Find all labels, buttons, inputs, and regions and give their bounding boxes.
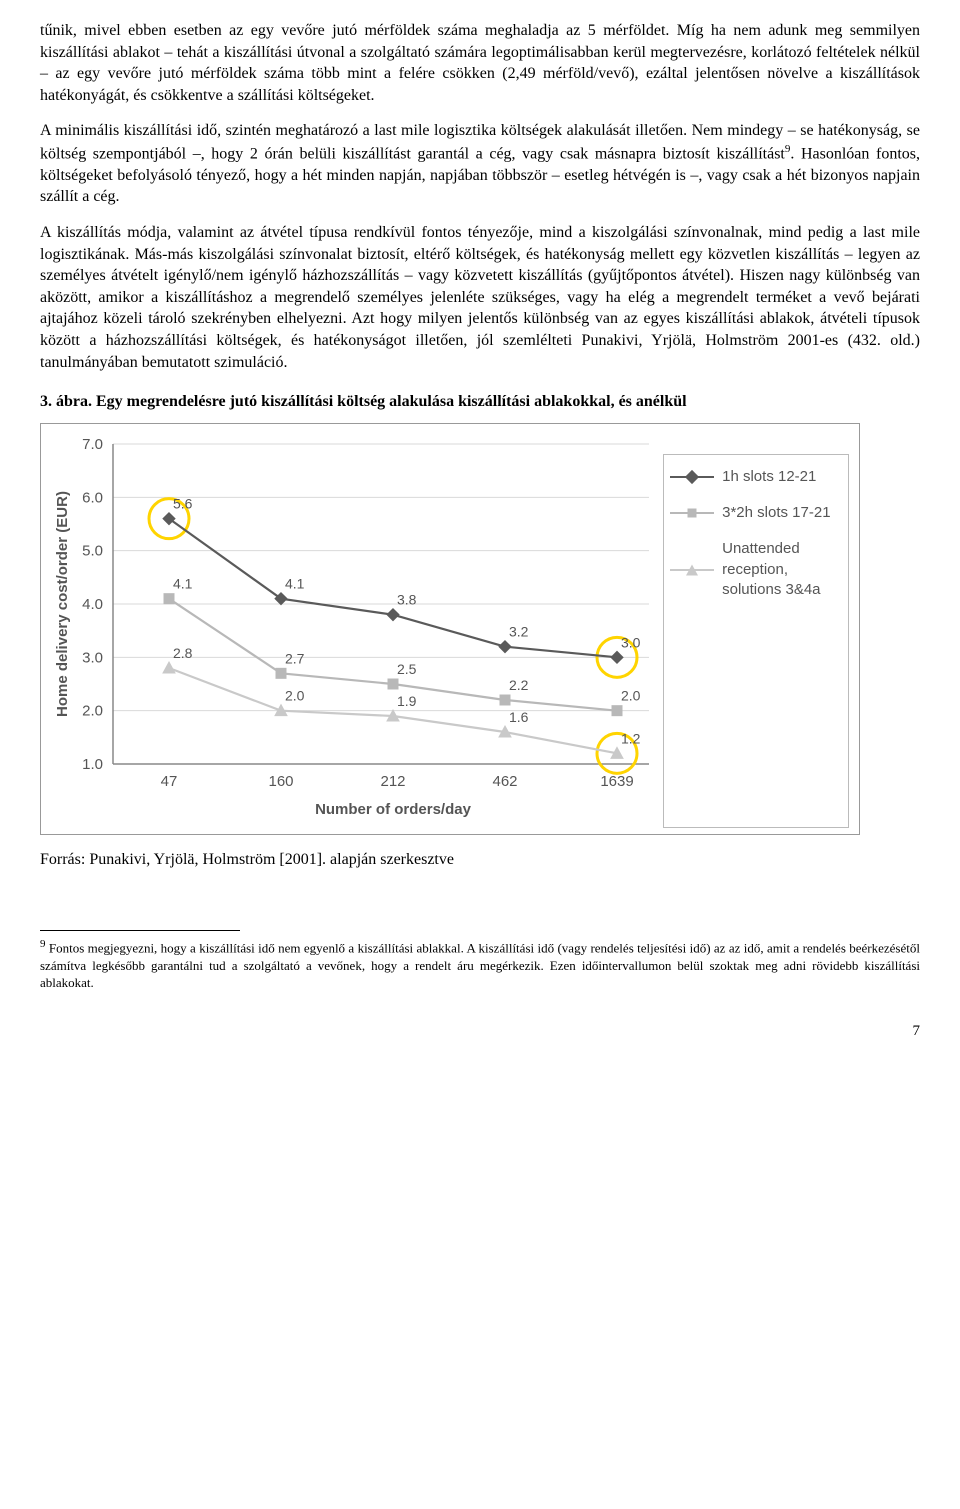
svg-text:5.6: 5.6	[173, 495, 193, 511]
svg-text:212: 212	[380, 773, 405, 790]
legend-item: 3*2h slots 17-21	[670, 503, 842, 523]
svg-text:3.8: 3.8	[397, 591, 417, 607]
svg-text:1.9: 1.9	[397, 693, 417, 709]
figure-title: 3. ábra. Egy megrendelésre jutó kiszállí…	[40, 391, 920, 413]
svg-text:4.0: 4.0	[82, 596, 103, 613]
paragraph-1: tűnik, mivel ebben esetben az egy vevőre…	[40, 20, 920, 106]
paragraph-3: A kiszállítás módja, valamint az átvétel…	[40, 222, 920, 373]
svg-text:2.0: 2.0	[285, 687, 305, 703]
svg-text:3.0: 3.0	[621, 634, 641, 650]
svg-text:Number of orders/day: Number of orders/day	[315, 801, 472, 818]
svg-text:3.2: 3.2	[509, 623, 529, 639]
svg-text:47: 47	[161, 773, 178, 790]
svg-text:1.2: 1.2	[621, 730, 641, 746]
chart-legend: 1h slots 12-21 3*2h slots 17-21 Unattended…	[663, 454, 849, 828]
svg-text:6.0: 6.0	[82, 489, 103, 506]
legend-item: Unattended reception, solutions 3&4a	[670, 539, 842, 600]
svg-text:2.5: 2.5	[397, 661, 417, 677]
svg-text:462: 462	[492, 773, 517, 790]
paragraph-2: A minimális kiszállítási idő, szintén me…	[40, 120, 920, 208]
svg-text:160: 160	[268, 773, 293, 790]
chart-svg: 1.0 2.0 3.0 4.0 5.0 6.0 7.0 47 160 212 462 1639 Home…	[49, 432, 649, 828]
figure-source: Forrás: Punakivi, Yrjölä, Holmström [200…	[40, 849, 920, 871]
svg-text:1.0: 1.0	[82, 756, 103, 773]
footnote-separator	[40, 930, 240, 931]
svg-text:1.6: 1.6	[509, 709, 529, 725]
svg-text:1639: 1639	[600, 773, 633, 790]
figure-3-chart: 1.0 2.0 3.0 4.0 5.0 6.0 7.0 47 160 212 462 1639 Home…	[40, 423, 860, 835]
svg-text:7.0: 7.0	[82, 436, 103, 453]
svg-text:3.0: 3.0	[82, 649, 103, 666]
footnote-text: Fontos megjegyezni, hogy a kiszállítási …	[40, 941, 920, 990]
svg-text:5.0: 5.0	[82, 542, 103, 559]
svg-text:2.8: 2.8	[173, 645, 193, 661]
svg-text:4.1: 4.1	[285, 575, 305, 591]
legend-item: 1h slots 12-21	[670, 467, 842, 487]
svg-text:Home delivery cost/order (EUR): Home delivery cost/order (EUR)	[54, 491, 71, 717]
footnote-9: 9 Fontos megjegyezni, hogy a kiszállítás…	[40, 937, 920, 991]
svg-text:4.1: 4.1	[173, 575, 193, 591]
svg-text:2.0: 2.0	[82, 702, 103, 719]
svg-text:2.2: 2.2	[509, 677, 529, 693]
svg-text:2.0: 2.0	[621, 687, 641, 703]
page-number: 7	[40, 1021, 920, 1041]
svg-text:2.7: 2.7	[285, 650, 305, 666]
